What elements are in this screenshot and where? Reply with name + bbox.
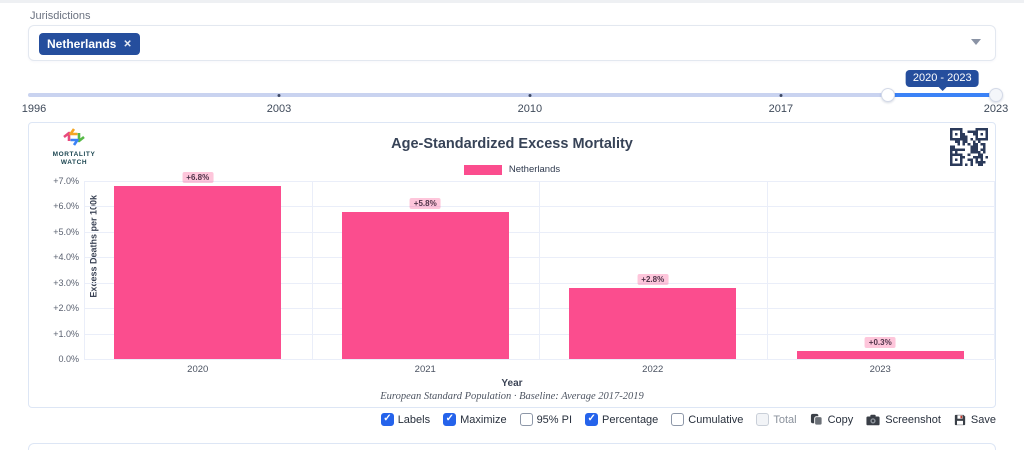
jurisdictions-label: Jurisdictions (30, 10, 91, 22)
button-label: Screenshot (885, 413, 941, 426)
checkbox-label: 95% PI (536, 413, 573, 426)
checkbox-label: Percentage (602, 413, 659, 426)
bar-2021[interactable] (341, 211, 509, 359)
screenshot-button[interactable]: Screenshot (866, 414, 941, 426)
legend-swatch (463, 164, 502, 175)
next-section-card (28, 443, 996, 450)
slider-handle-start[interactable] (881, 88, 896, 102)
gridline (84, 359, 994, 360)
copy-button[interactable]: Copy (810, 413, 854, 426)
checkbox-percentage[interactable]: Percentage (585, 413, 658, 426)
y-axis-tick-label: +4.0% (53, 252, 79, 263)
x-axis-title: Year (501, 378, 523, 389)
checkbox-label: Labels (397, 413, 431, 426)
bar-2023[interactable] (796, 351, 964, 359)
slider-tick-dot (528, 93, 532, 97)
checkbox-checked-icon[interactable] (443, 413, 457, 426)
save-button[interactable]: Save (954, 414, 996, 426)
checkbox-unchecked-icon[interactable] (756, 413, 770, 426)
checkbox-unchecked-icon[interactable] (519, 413, 533, 426)
mortality-watch-logo: MORTALITY WATCH (41, 128, 107, 168)
x-axis-tick-label: 2023 (869, 364, 891, 375)
bar-value-label: +6.8% (182, 172, 214, 184)
slider-year-label: 2017 (768, 103, 794, 115)
qr-code (950, 128, 988, 166)
button-label: Copy (827, 413, 854, 426)
slider-tick-dot (779, 93, 783, 97)
y-axis-tick-label: +1.0% (53, 328, 79, 339)
slider-year-label: 2010 (517, 103, 543, 115)
y-axis-tick-label: +5.0% (53, 226, 79, 237)
checkbox-unchecked-icon[interactable] (671, 413, 685, 426)
slider-active-range (888, 93, 996, 97)
chevron-down-icon[interactable] (971, 39, 981, 45)
gridline (84, 181, 85, 359)
copy-icon (810, 413, 823, 426)
checkbox-checked-icon[interactable] (380, 413, 394, 426)
bar-value-label: +5.8% (409, 197, 441, 209)
checkbox-label: Total (773, 413, 797, 426)
slider-year-label: 2003 (266, 103, 292, 115)
chip-remove-icon[interactable]: ✕ (123, 38, 132, 50)
checkbox-maximize[interactable]: Maximize (443, 413, 507, 426)
checkbox-labels[interactable]: Labels (380, 413, 431, 426)
chart-controls-bar: Labels Maximize 95% PI Percentage Cumulative… (380, 413, 996, 426)
bar-value-label: +2.8% (637, 273, 669, 285)
logo-text-line1: MORTALITY (52, 151, 96, 158)
slider-handle-end[interactable] (989, 88, 1003, 102)
logo-text-line2: WATCH (60, 159, 88, 167)
jurisdiction-chip-label: Netherlands (47, 37, 117, 51)
y-axis-tick-label: +6.0% (53, 201, 79, 212)
chart-card: MORTALITY WATCH Age-Standardized Excess … (28, 122, 996, 408)
y-axis-tick-label: +2.0% (53, 303, 79, 314)
gridline (994, 181, 995, 359)
x-axis-tick-label: 2022 (642, 364, 664, 375)
gridline (766, 181, 768, 359)
button-label: Save (970, 413, 996, 426)
checkbox-total[interactable]: Total (756, 413, 797, 426)
bar-value-label: +0.3% (864, 337, 896, 349)
checkbox-95-pi[interactable]: 95% PI (519, 413, 573, 426)
year-range-slider[interactable] (28, 88, 1003, 102)
logo-pinwheel-icon (63, 128, 85, 146)
legend-label: Netherlands (508, 164, 561, 175)
window-top-edge (0, 0, 1024, 3)
x-axis-tick-label: 2020 (187, 364, 209, 375)
checkbox-label: Cumulative (688, 413, 744, 426)
x-axis-tick-label: 2021 (414, 364, 436, 375)
y-axis-tick-label: 0.0% (58, 354, 79, 364)
camera-icon (866, 414, 880, 425)
bar-chart-plot-area: Excess Deaths per 100k 0.0% +1.0% +2.0% +3.… (53, 172, 995, 375)
checkbox-label: Maximize (460, 413, 507, 426)
save-icon (954, 414, 966, 425)
bar-2020[interactable] (114, 186, 282, 359)
checkbox-cumulative[interactable]: Cumulative (671, 413, 743, 426)
gridline (539, 181, 540, 359)
checkbox-checked-icon[interactable] (585, 413, 599, 426)
jurisdiction-chip[interactable]: Netherlands ✕ (39, 33, 140, 55)
chart-footnote: European Standard Population · Baseline:… (380, 391, 644, 402)
slider-range-tooltip: 2020 - 2023 (905, 70, 979, 87)
chart-legend: Netherlands (29, 164, 995, 175)
slider-year-labels: 1996 2003 2010 2017 2023 (0, 103, 1024, 117)
slider-year-label: 2023 (983, 103, 1009, 115)
slider-year-label: 1996 (21, 103, 47, 115)
jurisdictions-select[interactable]: Netherlands ✕ (28, 25, 996, 61)
bar-2022[interactable] (569, 287, 737, 359)
slider-tick-dot (277, 93, 281, 97)
gridline (311, 181, 313, 359)
y-axis-tick-label: +3.0% (53, 277, 79, 288)
chart-title: Age-Standardized Excess Mortality (391, 136, 633, 152)
y-axis-tick-label: +7.0% (53, 176, 79, 186)
